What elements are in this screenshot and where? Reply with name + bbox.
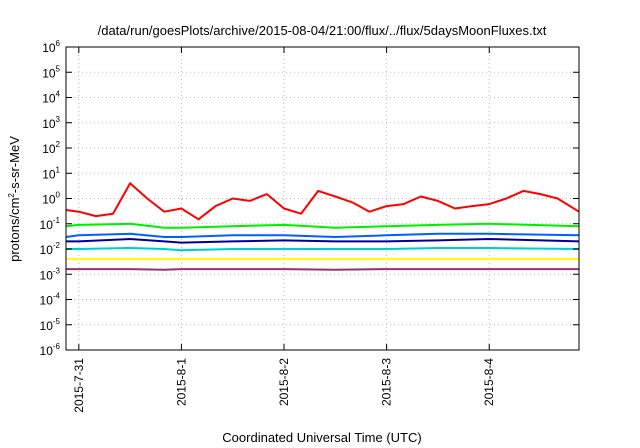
y-tick-label: 10-1 <box>40 216 61 232</box>
x-tick-label: 2015-7-31 <box>72 358 86 413</box>
y-tick-label-base: 10 <box>40 344 54 358</box>
y-axis-label-rest: -s-sr-MeV <box>7 136 22 193</box>
x-tick-label: 2015-8-4 <box>482 358 496 406</box>
y-tick-label-exponent: -3 <box>53 266 61 275</box>
y-tick-label: 106 <box>42 39 60 55</box>
x-tick-label: 2015-8-3 <box>380 358 394 406</box>
y-tick-label: 10-3 <box>40 266 61 282</box>
y-axis-label-exponent: 2 <box>7 193 16 198</box>
y-tick-label-exponent: 6 <box>56 39 61 48</box>
y-tick-label: 100 <box>42 191 60 207</box>
y-tick-label: 102 <box>42 140 60 156</box>
series-line-4 <box>66 238 580 244</box>
y-tick-label-exponent: -1 <box>53 216 61 225</box>
y-axis-label-main: protons/cm <box>7 198 22 262</box>
y-axis-label: protons/cm2-s-sr-MeV <box>7 136 22 262</box>
series-lines <box>65 182 580 271</box>
y-tick-label-base: 10 <box>42 117 56 131</box>
y-tick-label-exponent: 5 <box>56 64 61 73</box>
y-tick-label-exponent: -2 <box>53 241 61 250</box>
y-tick-label-exponent: -6 <box>53 342 61 351</box>
y-tick-label-base: 10 <box>42 193 56 207</box>
y-tick-label: 104 <box>42 90 60 106</box>
y-tick-label-base: 10 <box>40 243 54 257</box>
y-tick-label-exponent: -5 <box>53 317 61 326</box>
y-tick-label: 105 <box>42 64 60 80</box>
y-tick-label-exponent: 1 <box>56 165 61 174</box>
y-tick-label-exponent: -4 <box>53 292 61 301</box>
series-line-5 <box>66 247 580 252</box>
x-axis: 2015-7-31 2015-8-1 2015-8-2 2015-8-3 2015-8-… <box>72 47 496 413</box>
y-tick-label-base: 10 <box>40 218 54 232</box>
y-tick-label-exponent: 2 <box>56 140 61 149</box>
y-tick-label-exponent: 0 <box>56 191 61 200</box>
y-tick-label: 10-2 <box>40 241 61 257</box>
chart-title: /data/run/goesPlots/archive/2015-08-04/2… <box>98 23 547 38</box>
x-tick-label: 2015-8-2 <box>277 358 291 406</box>
series-line-1 <box>65 182 580 221</box>
x-tick-label: 2015-8-1 <box>174 358 188 406</box>
series-line-3 <box>65 232 580 238</box>
y-tick-label-base: 10 <box>40 294 54 308</box>
y-tick-label: 103 <box>42 115 60 131</box>
y-tick-label: 10-5 <box>40 317 61 333</box>
y-tick-label-base: 10 <box>40 319 54 333</box>
y-tick-label: 10-4 <box>40 292 61 308</box>
y-tick-label-exponent: 4 <box>56 90 61 99</box>
y-tick-label-base: 10 <box>40 268 54 282</box>
y-tick-label-base: 10 <box>42 142 56 156</box>
series-line-7 <box>66 268 579 271</box>
grid <box>66 47 579 350</box>
y-tick-label-base: 10 <box>42 41 56 55</box>
x-axis-label: Coordinated Universal Time (UTC) <box>222 430 421 445</box>
y-tick-label-base: 10 <box>42 66 56 80</box>
y-tick-label: 101 <box>42 165 60 181</box>
y-tick-label-exponent: 3 <box>56 115 61 124</box>
y-tick-label-base: 10 <box>42 92 56 106</box>
y-axis: 10-610-510-410-310-210-11001011021031041… <box>40 39 579 358</box>
y-tick-label: 10-6 <box>40 342 61 358</box>
series-line-2 <box>65 222 580 229</box>
y-tick-label-base: 10 <box>42 167 56 181</box>
